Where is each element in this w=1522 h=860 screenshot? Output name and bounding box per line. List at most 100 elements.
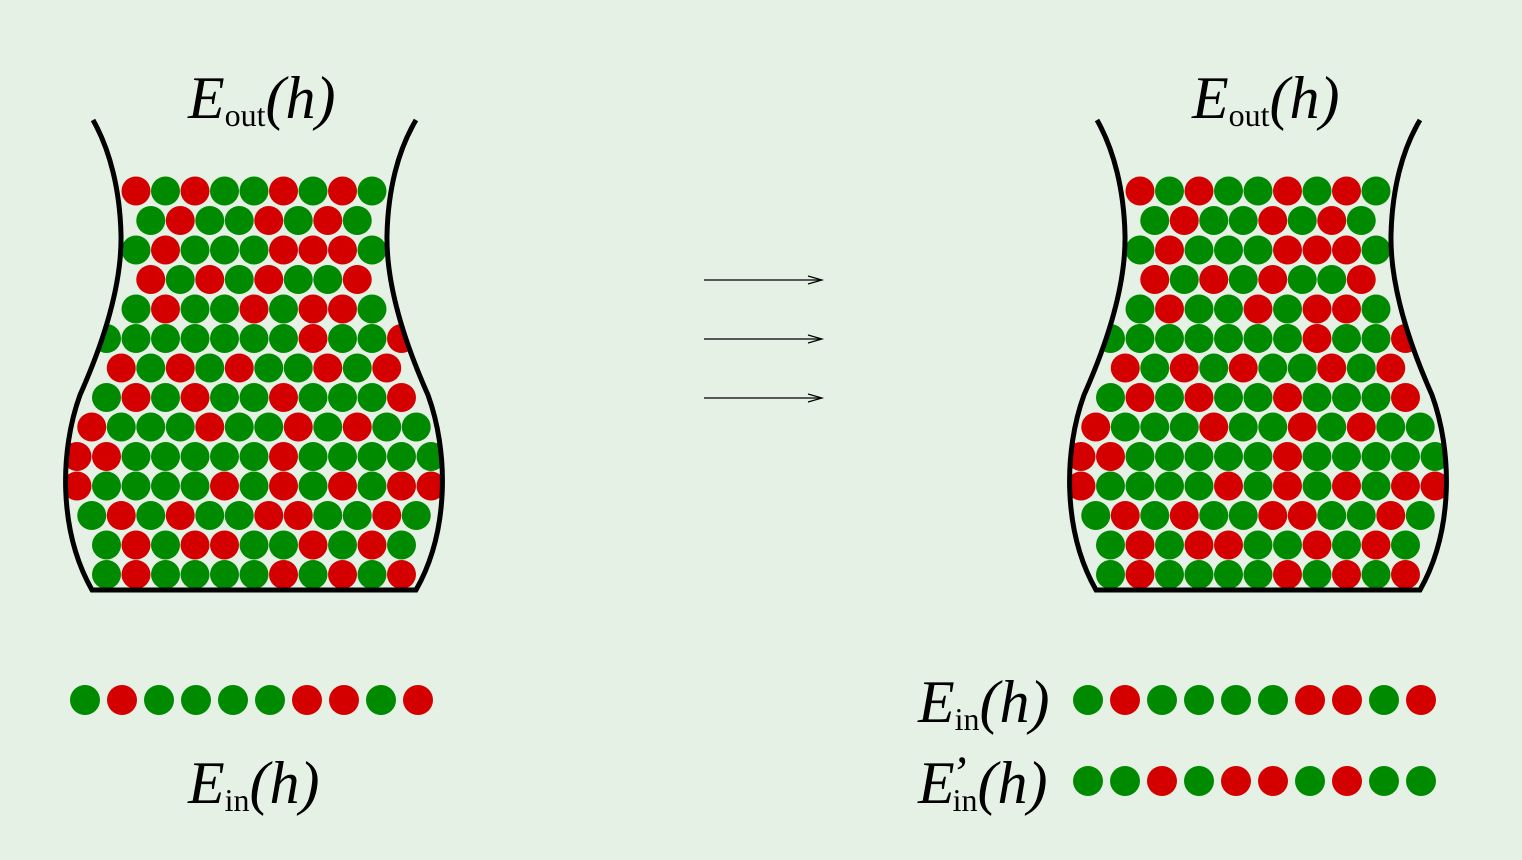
green-marble (298, 471, 328, 501)
green-marble (224, 412, 254, 442)
green-marble (1169, 412, 1199, 442)
green-marble (195, 353, 225, 383)
green-marble (1184, 294, 1214, 324)
green-marble (151, 560, 180, 589)
green-marble (1317, 265, 1347, 294)
left-bin-marbles (65, 176, 443, 589)
red-marble (387, 383, 416, 412)
red-sample-marble (1332, 766, 1362, 796)
right-arrow-icon (704, 334, 825, 344)
green-marble (1361, 442, 1391, 471)
red-sample-marble (1406, 685, 1436, 715)
green-marble (357, 294, 387, 324)
red-marble (1125, 176, 1155, 206)
green-marble (1302, 176, 1332, 206)
red-marble (1069, 471, 1096, 501)
green-marble (239, 235, 269, 265)
red-marble (254, 265, 284, 294)
green-marble (151, 324, 180, 353)
red-marble (136, 265, 166, 294)
green-marble (298, 560, 328, 589)
green-marble (1096, 530, 1125, 560)
green-marble (357, 383, 387, 412)
red-marble (165, 501, 195, 530)
left-sample-marbles (70, 685, 433, 715)
red-marble (1273, 383, 1302, 412)
red-marble (1184, 530, 1214, 560)
red-marble (92, 442, 121, 471)
green-marble (92, 383, 121, 412)
green-marble (1243, 176, 1273, 206)
green-marble (210, 560, 239, 589)
green-marble (239, 383, 269, 412)
right-bin-marbles (1069, 176, 1447, 589)
red-marble (254, 206, 284, 235)
green-marble (180, 324, 210, 353)
red-sample-marble (1221, 766, 1251, 796)
red-marble (1302, 235, 1332, 265)
green-marble (1405, 412, 1435, 442)
green-marble (1199, 353, 1229, 383)
red-marble (283, 412, 313, 442)
green-marble (387, 530, 416, 560)
green-marble (210, 294, 239, 324)
green-marble (1243, 530, 1273, 560)
green-marble (1184, 442, 1214, 471)
red-marble (1273, 560, 1302, 589)
red-marble (269, 471, 298, 501)
green-marble (1155, 442, 1184, 471)
green-marble (210, 176, 239, 206)
red-marble (1258, 206, 1288, 235)
green-marble (1214, 442, 1243, 471)
red-marble (357, 530, 387, 560)
red-sample-marble (1147, 766, 1177, 796)
red-marble (165, 353, 195, 383)
green-marble (357, 176, 387, 206)
red-marble (269, 235, 298, 265)
green-marble (1199, 501, 1229, 530)
red-marble (1273, 235, 1302, 265)
green-marble (1155, 324, 1184, 353)
green-marble (1169, 265, 1199, 294)
red-marble (1302, 324, 1332, 353)
red-marble (65, 471, 92, 501)
green-sample-marble (1147, 685, 1177, 715)
green-marble (239, 442, 269, 471)
red-marble (1302, 294, 1332, 324)
green-marble (313, 265, 343, 294)
red-marble (1155, 294, 1184, 324)
red-marble (269, 442, 298, 471)
green-marble (1243, 442, 1273, 471)
red-marble (1287, 412, 1317, 442)
green-marble (1391, 442, 1420, 471)
red-marble (269, 383, 298, 412)
green-marble (1214, 294, 1243, 324)
green-marble (1287, 206, 1317, 235)
green-marble (1140, 353, 1170, 383)
green-marble (224, 501, 254, 530)
green-marble (136, 501, 166, 530)
green-marble (254, 412, 284, 442)
red-marble (1125, 560, 1155, 589)
green-marble (328, 324, 357, 353)
green-marble (1346, 353, 1376, 383)
red-marble (1361, 530, 1391, 560)
green-marble (1302, 471, 1332, 501)
green-marble (1140, 501, 1170, 530)
red-sample-marble (403, 685, 433, 715)
green-marble (1287, 265, 1317, 294)
green-marble (1214, 235, 1243, 265)
green-marble (387, 442, 416, 471)
green-marble (195, 206, 225, 235)
arrows (704, 275, 825, 403)
green-marble (210, 235, 239, 265)
green-marble (1243, 235, 1273, 265)
green-marble (180, 442, 210, 471)
red-marble (210, 530, 239, 560)
red-marble (195, 265, 225, 294)
right-bin: Eout(h) Ein(h) E’in(h) (917, 65, 1449, 818)
red-marble (1110, 501, 1140, 530)
green-marble (1155, 530, 1184, 560)
green-marble (210, 324, 239, 353)
green-marble (1361, 471, 1391, 501)
